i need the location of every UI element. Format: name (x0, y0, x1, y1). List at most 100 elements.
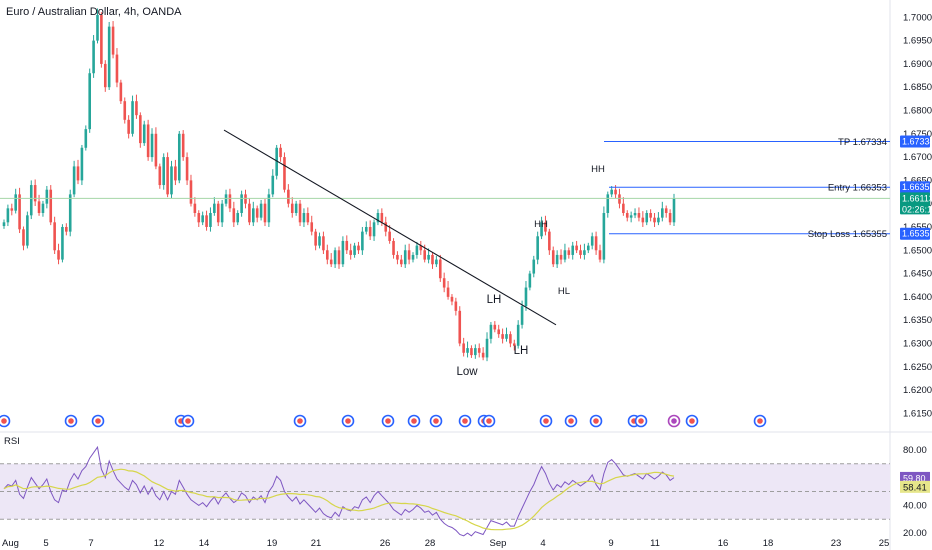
economic-event-icon[interactable] (0, 414, 11, 428)
candle-body (466, 348, 469, 353)
candle-body (668, 213, 672, 223)
candle-body (193, 203, 197, 214)
event-markers[interactable] (0, 414, 767, 428)
candle-body (310, 222, 314, 232)
candle-body (287, 189, 290, 204)
economic-event-icon[interactable] (589, 414, 603, 428)
candle-body (610, 189, 613, 195)
candle-body (174, 166, 177, 181)
candle-body (119, 82, 123, 102)
economic-event-icon[interactable] (341, 414, 355, 428)
candle-body (505, 334, 508, 339)
candle-body (201, 215, 204, 223)
candle-body (224, 194, 228, 204)
candle-body (236, 213, 240, 223)
candle-body (435, 259, 438, 265)
candle-body (205, 215, 208, 227)
candle-body (661, 208, 664, 218)
price-tick-label: 1.62000 (903, 385, 932, 396)
economic-event-icon[interactable] (407, 414, 421, 428)
tp-price-tag (900, 135, 930, 148)
candle-body (100, 14, 103, 64)
candle-body (53, 222, 56, 251)
rsi-line (3, 445, 675, 537)
economic-event-icon[interactable] (539, 414, 553, 428)
price-tick-label: 1.67500 (903, 129, 932, 140)
time-tick-label: 14 (199, 538, 210, 549)
candle-body (263, 203, 267, 223)
economic-event-icon[interactable] (458, 414, 472, 428)
economic-event-icon[interactable] (64, 414, 78, 428)
candle-body (80, 147, 84, 181)
candle-body (633, 213, 637, 216)
economic-event-icon[interactable] (564, 414, 578, 428)
economic-event-icon[interactable] (293, 414, 307, 428)
economic-event-icon[interactable] (181, 414, 195, 428)
candle-body (528, 273, 532, 288)
current-price-tag-text: 1.66113 (902, 193, 932, 203)
economic-event-icon[interactable] (91, 414, 105, 428)
candle-body (135, 101, 138, 116)
rsi-ma-tag (900, 480, 930, 493)
candle-body (384, 222, 388, 232)
candle-body (279, 147, 282, 158)
economic-event-icon[interactable] (753, 414, 767, 428)
candle-body (228, 194, 232, 209)
candle-body (372, 222, 376, 237)
candle-body (454, 301, 458, 311)
candle-body (158, 166, 162, 186)
candle-body (33, 185, 37, 202)
time-tick-label: 5 (43, 538, 48, 549)
candle-body (563, 250, 567, 260)
price-tick-label: 1.67000 (903, 152, 932, 163)
candle-body (232, 208, 236, 223)
candle-body (485, 338, 489, 358)
candle-body (306, 213, 310, 223)
time-tick-label: Sep (490, 538, 507, 549)
economic-event-icon[interactable] (381, 414, 395, 428)
candle-body (290, 203, 294, 214)
candle-body (606, 194, 610, 214)
candle-body (185, 157, 189, 181)
trendline[interactable] (223, 129, 557, 326)
candle-body (587, 245, 590, 251)
tp-label: TP 1.67334 (838, 137, 887, 148)
candle-body (314, 231, 317, 246)
time-tick-label: 11 (650, 538, 660, 549)
tp-price-tag-text: 1.67334 (902, 137, 932, 147)
candle-body (555, 254, 559, 265)
candle-body (450, 296, 454, 302)
candle-body (462, 343, 465, 353)
candle-body (103, 63, 107, 88)
candle-body (255, 208, 259, 218)
candle-body (115, 54, 119, 83)
candle-body (474, 348, 477, 356)
economic-event-icon[interactable] (685, 414, 699, 428)
stop-loss-label: Stop Loss 1.65355 (808, 229, 887, 240)
time-tick-label: 4 (540, 538, 545, 549)
candle-body (392, 240, 395, 255)
stop-loss-price-tag-text: 1.65355 (902, 229, 932, 239)
candle-body (396, 254, 399, 260)
lh-label: LH (514, 345, 529, 357)
candle-body (575, 245, 578, 251)
time-tick-label: 16 (718, 538, 729, 549)
economic-event-icon[interactable] (667, 414, 681, 428)
candle-body (431, 254, 434, 265)
candle-body (61, 226, 64, 260)
candle-body (220, 203, 224, 223)
candle-body (26, 215, 29, 246)
candle-body (567, 250, 571, 255)
time-tick-label: 12 (154, 538, 165, 549)
time-tick-label: 28 (425, 538, 436, 549)
candle-body (326, 250, 329, 260)
economic-event-icon[interactable] (482, 414, 496, 428)
price-tick-label: 1.69000 (903, 59, 932, 70)
candle-body (189, 180, 193, 204)
hh-label: HH (534, 219, 548, 230)
candle-body (551, 250, 555, 265)
current-countdown: 02:26:14 (902, 204, 932, 214)
economic-event-icon[interactable] (429, 414, 443, 428)
economic-event-icon[interactable] (634, 414, 648, 428)
